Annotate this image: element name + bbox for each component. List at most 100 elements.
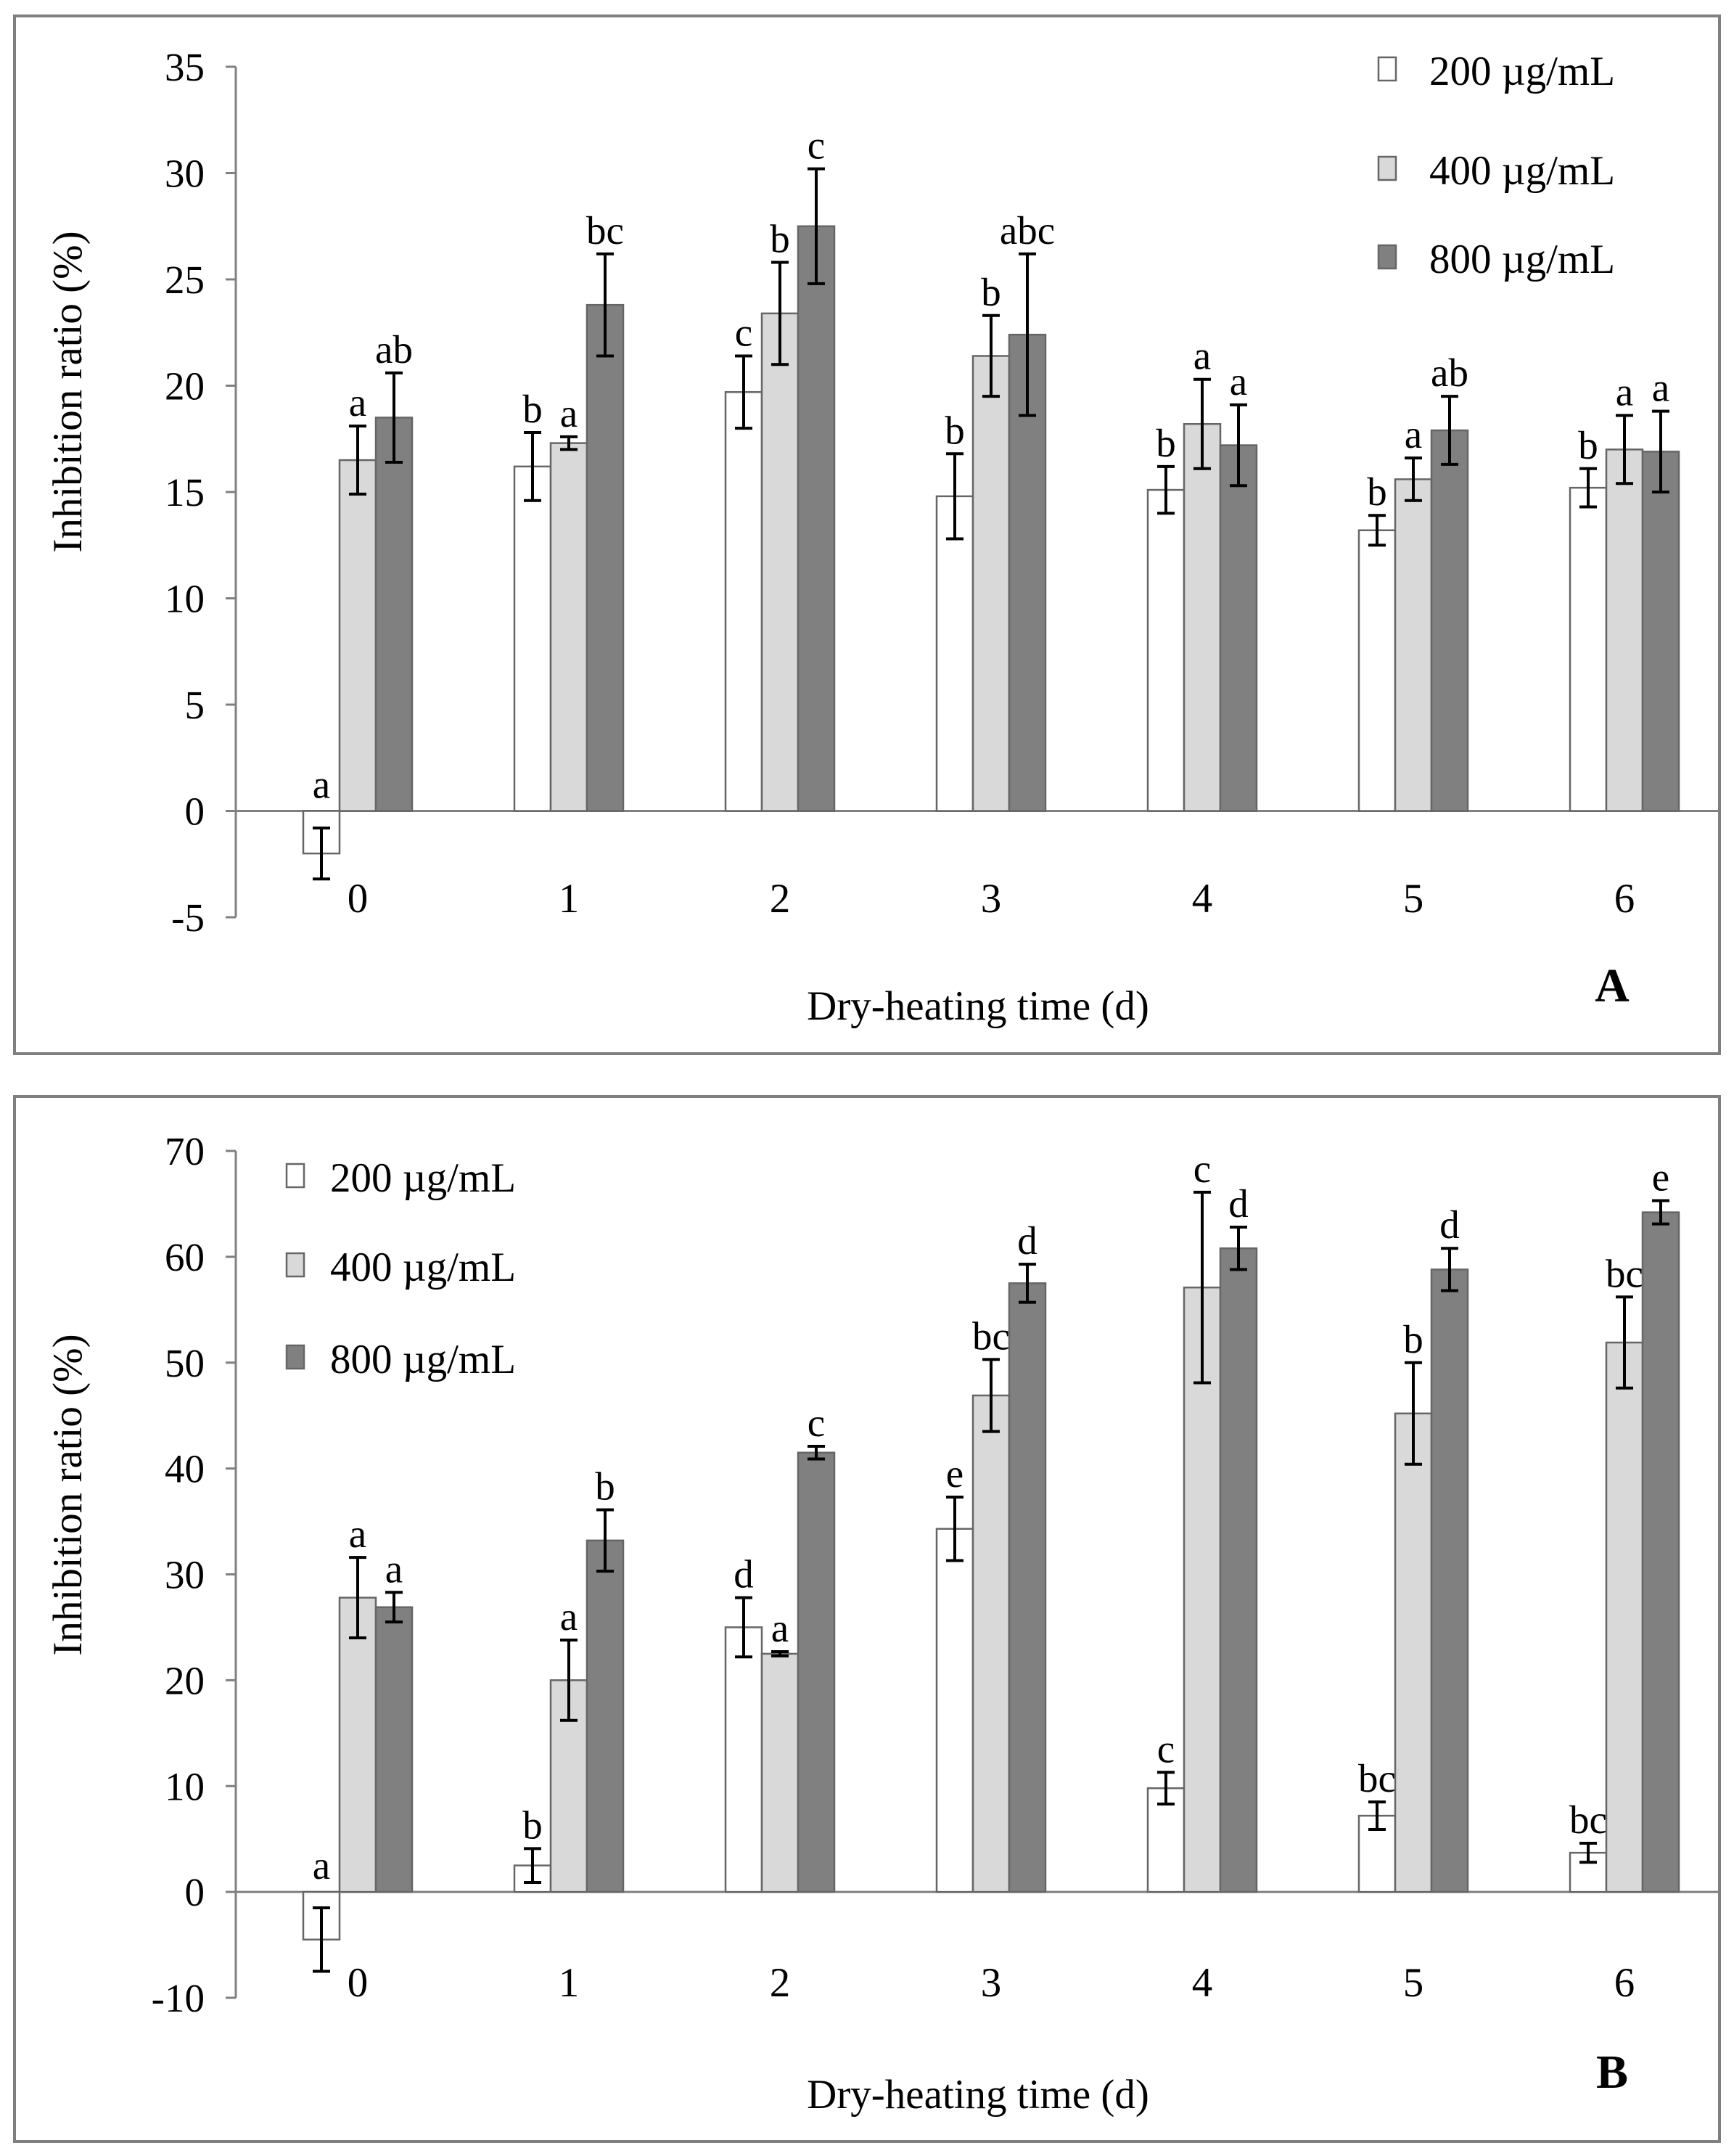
panel-b-bar <box>971 1394 1011 1893</box>
panel-b-significance-label: e <box>946 1451 963 1496</box>
panel-b-x-tick-label: 6 <box>1614 1960 1635 2006</box>
panel-b-bar <box>935 1528 974 1893</box>
panel-b-legend-label: 400 µg/mL <box>330 1245 516 1290</box>
panel-b-bar <box>760 1652 800 1893</box>
panel-b-significance-label: d <box>1439 1202 1460 1247</box>
panel-b-bar <box>1605 1341 1644 1893</box>
panel-a-legend-label: 800 µg/mL <box>1429 237 1615 282</box>
panel-a-bar <box>724 391 763 812</box>
panel-b-significance-label: b <box>1403 1317 1423 1361</box>
panel-b: Inhibition ratio (%) Dry-heating time (d… <box>13 1095 1721 2143</box>
panel-b-significance-label: c <box>1157 1726 1175 1771</box>
panel-b-significance-label: d <box>734 1552 754 1596</box>
panel-b-bar <box>338 1596 377 1893</box>
panel-a-bar <box>1569 486 1608 812</box>
panel-a-bar <box>338 459 377 812</box>
panel-a-legend-swatch <box>1377 56 1397 82</box>
panel-a-x-tick-label: 6 <box>1614 876 1635 922</box>
panel-b-y-axis-title: Inhibition ratio (%) <box>45 1334 91 1655</box>
panel-a-significance-label: ab <box>1431 351 1468 395</box>
panel-b-y-tick-label: 10 <box>165 1764 205 1808</box>
panel-b-y-tick-label: 70 <box>165 1129 205 1173</box>
panel-b-bar <box>1183 1286 1222 1893</box>
panel-a-y-axis-title: Inhibition ratio (%) <box>45 231 91 552</box>
panel-a-bar <box>374 417 414 812</box>
panel-a-legend-swatch <box>1377 155 1397 181</box>
panel-b-y-tick-label: 20 <box>165 1658 205 1702</box>
panel-a-significance-label: a <box>1405 412 1422 456</box>
panel-b-significance-label: bc <box>1358 1756 1396 1800</box>
panel-b-bar <box>1430 1268 1469 1893</box>
panel-a-significance-label: a <box>560 391 578 435</box>
panel-a-y-tick-label: -5 <box>171 895 205 940</box>
panel-a-significance-label: c <box>808 123 825 168</box>
panel-b-x-tick-label: 1 <box>559 1960 580 2006</box>
panel-b-label: B <box>1596 2046 1628 2099</box>
panel-b-legend-swatch <box>285 1344 305 1370</box>
panel-a-bar <box>1183 422 1222 812</box>
panel-b-significance-label: a <box>560 1594 578 1639</box>
panel-b-y-tick-label: 30 <box>165 1553 205 1597</box>
panel-a-y-tick-label: 20 <box>165 364 205 409</box>
panel-a-bar <box>549 442 588 812</box>
panel-a-significance-label: b <box>1578 423 1598 467</box>
panel-b-bar <box>1219 1247 1258 1893</box>
panel-b-bar <box>797 1451 836 1893</box>
panel-b-bar <box>1394 1412 1433 1893</box>
panel-b-significance-label: d <box>1017 1218 1037 1263</box>
panel-a-bar <box>1641 451 1680 812</box>
panel-a-significance-label: a <box>1652 366 1669 410</box>
panel-b-legend-label: 200 µg/mL <box>330 1155 516 1201</box>
panel-b-significance-label: a <box>385 1546 403 1591</box>
panel-a-bar <box>1394 478 1433 812</box>
panel-a-x-tick-label: 0 <box>348 876 369 922</box>
panel-a-significance-label: b <box>522 387 543 431</box>
panel-a-significance-label: b <box>1367 470 1387 514</box>
panel-a-x-tick-label: 5 <box>1403 876 1424 922</box>
panel-a-bar <box>760 312 800 812</box>
panel-a-x-tick-label: 2 <box>770 876 791 922</box>
panel-a-y-tick-label: 25 <box>165 258 205 302</box>
panel-a: Inhibition ratio (%) Dry-heating time (d… <box>13 15 1721 1055</box>
panel-a-y-tick-label: 35 <box>165 45 205 89</box>
panel-a-bar <box>513 465 552 812</box>
panel-a-bar <box>1146 488 1186 812</box>
panel-a-y-tick-label: 15 <box>165 470 205 515</box>
panel-a-significance-label: bc <box>586 208 624 253</box>
panel-a-x-tick-label: 3 <box>981 876 1002 922</box>
panel-a-x-tick-label: 1 <box>559 876 580 922</box>
panel-a-legend-label: 200 µg/mL <box>1429 49 1615 94</box>
panel-a-significance-label: a <box>1193 334 1211 378</box>
panel-a-label: A <box>1595 959 1630 1012</box>
panel-a-significance-label: b <box>1156 421 1176 465</box>
panel-b-x-tick-label: 5 <box>1403 1960 1424 2006</box>
panel-a-y-tick-label: 30 <box>165 152 205 196</box>
panel-b-x-tick-label: 2 <box>770 1960 791 2006</box>
panel-a-significance-label: b <box>945 408 965 452</box>
panel-b-significance-label: e <box>1652 1155 1669 1200</box>
panel-b-legend-swatch <box>285 1163 305 1189</box>
panel-b-significance-label: a <box>771 1606 789 1650</box>
panel-b-y-tick-label: 40 <box>165 1447 205 1491</box>
panel-a-y-tick-label: 10 <box>165 577 205 621</box>
panel-b-bar <box>724 1626 763 1893</box>
panel-a-significance-label: a <box>349 380 366 425</box>
panel-a-significance-label: a <box>1616 370 1633 414</box>
panel-a-bar <box>1357 529 1397 812</box>
panel-b-x-tick-label: 0 <box>348 1960 369 2006</box>
panel-a-significance-label: b <box>981 270 1001 314</box>
panel-a-significance-label: a <box>1230 359 1247 403</box>
panel-a-significance-label: abc <box>1000 208 1055 253</box>
panel-b-significance-label: bc <box>972 1313 1010 1358</box>
panel-b-x-axis-title: Dry-heating time (d) <box>807 2072 1149 2118</box>
panel-b-y-tick-label: -10 <box>152 1976 205 2020</box>
panel-b-bar <box>374 1606 414 1893</box>
panel-b-legend-label: 800 µg/mL <box>330 1337 516 1382</box>
panel-b-y-tick-label: 0 <box>185 1870 205 1914</box>
panel-a-bar <box>585 303 625 812</box>
panel-b-legend-swatch <box>285 1252 305 1278</box>
panel-b-significance-label: a <box>349 1512 366 1556</box>
panel-a-x-axis-title: Dry-heating time (d) <box>807 983 1149 1029</box>
panel-a-bar <box>935 495 974 812</box>
